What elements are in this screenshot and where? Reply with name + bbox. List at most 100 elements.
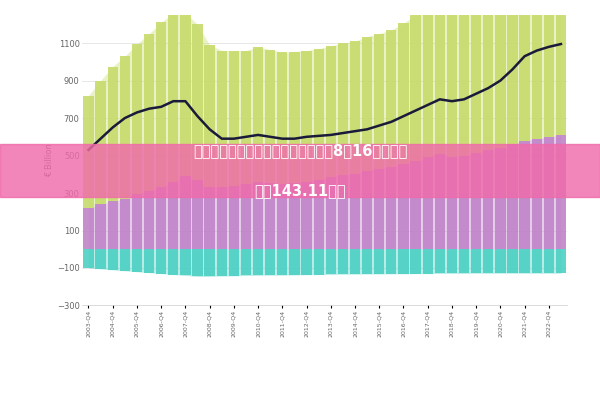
Bar	[119, 56, 130, 199]
Bar	[205, 188, 215, 249]
Bar	[374, 169, 385, 249]
Bar	[229, 249, 239, 276]
Bar	[422, 158, 433, 249]
Bar	[193, 249, 203, 276]
Bar	[144, 249, 154, 273]
Bar	[83, 96, 94, 208]
Bar	[217, 249, 227, 276]
Bar	[180, 249, 191, 276]
Bar	[471, 249, 481, 273]
Bar	[544, 0, 554, 137]
Bar	[107, 249, 118, 270]
Bar	[217, 188, 227, 249]
Bar	[544, 249, 554, 273]
Bar	[362, 249, 372, 274]
Y-axis label: € Billion: € Billion	[45, 143, 54, 177]
Bar	[483, 150, 493, 249]
Bar	[119, 249, 130, 271]
Text: 股票配资利息一般多少？金刚光伏：8月16日获融资: 股票配资利息一般多少？金刚光伏：8月16日获融资	[193, 143, 407, 158]
Bar	[156, 22, 166, 188]
Bar	[83, 208, 94, 249]
Bar	[132, 249, 142, 272]
Bar	[289, 52, 299, 183]
Bar	[410, 15, 421, 161]
Bar	[132, 194, 142, 249]
Bar	[434, 154, 445, 249]
Bar	[459, 0, 469, 156]
Bar	[338, 43, 348, 175]
Bar	[508, 0, 518, 144]
Bar	[326, 249, 336, 274]
Bar	[253, 182, 263, 249]
Bar	[532, 249, 542, 273]
Bar	[95, 80, 106, 204]
Bar	[447, 0, 457, 158]
Bar	[241, 51, 251, 184]
Bar	[410, 161, 421, 249]
Bar	[362, 36, 372, 170]
Bar	[83, 249, 94, 268]
Bar	[107, 66, 118, 202]
Bar	[556, 135, 566, 249]
Text: 买入143.11万元: 买入143.11万元	[254, 183, 346, 198]
Bar	[422, 249, 433, 274]
Bar	[168, 249, 178, 274]
Bar	[180, 176, 191, 249]
Bar	[326, 46, 336, 177]
Bar	[253, 47, 263, 182]
Bar	[386, 249, 397, 274]
Bar	[265, 249, 275, 275]
Bar	[350, 174, 360, 249]
Bar	[520, 249, 530, 273]
Bar	[447, 158, 457, 249]
Bar	[265, 50, 275, 183]
Bar	[314, 180, 324, 249]
Bar	[471, 153, 481, 249]
Bar	[156, 249, 166, 274]
Bar	[350, 249, 360, 274]
Bar	[132, 44, 142, 194]
Bar	[422, 6, 433, 158]
Bar	[544, 137, 554, 249]
Bar	[386, 30, 397, 167]
Bar	[338, 249, 348, 274]
Bar	[168, 13, 178, 182]
Bar	[144, 34, 154, 191]
Bar	[338, 175, 348, 249]
Bar	[277, 184, 287, 249]
Bar	[374, 34, 385, 169]
Bar	[229, 186, 239, 249]
Bar	[277, 52, 287, 184]
Bar	[386, 167, 397, 249]
Bar	[459, 156, 469, 249]
Bar	[447, 249, 457, 274]
Bar	[398, 24, 409, 164]
Bar	[265, 183, 275, 249]
Bar	[508, 249, 518, 273]
Bar	[289, 249, 299, 275]
Bar	[205, 249, 215, 276]
Bar	[374, 249, 385, 274]
Bar	[156, 188, 166, 249]
Bar	[301, 182, 311, 249]
Bar	[301, 51, 311, 182]
Bar	[471, 0, 481, 153]
Bar	[520, 140, 530, 249]
Bar	[301, 249, 311, 275]
Bar	[180, 13, 191, 176]
Bar	[483, 0, 493, 150]
Bar	[398, 249, 409, 274]
Bar	[277, 249, 287, 275]
Bar	[253, 249, 263, 275]
Bar	[144, 191, 154, 249]
Bar	[495, 249, 506, 273]
Bar	[532, 139, 542, 249]
Bar	[483, 249, 493, 273]
Bar	[229, 51, 239, 186]
Bar	[241, 184, 251, 249]
Bar	[326, 177, 336, 249]
Bar	[241, 249, 251, 276]
Bar	[168, 182, 178, 249]
Bar	[434, 249, 445, 274]
Bar	[556, 249, 566, 273]
